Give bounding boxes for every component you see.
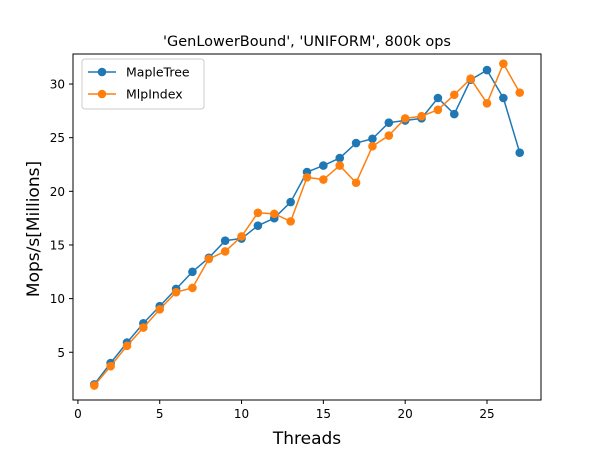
y-tick-label: 30 <box>50 78 65 92</box>
data-point-mlpindex <box>286 217 295 226</box>
data-point-mapletree <box>253 221 263 230</box>
data-point-mlpindex <box>384 131 394 140</box>
data-point-mlpindex <box>237 232 246 241</box>
data-point-mapletree <box>335 153 345 163</box>
x-tick-label: 15 <box>316 407 331 421</box>
y-tick-label: 10 <box>50 292 65 306</box>
data-point-mapletree <box>368 134 377 144</box>
data-point-mapletree <box>188 267 197 277</box>
x-axis-label: Threads <box>272 429 341 449</box>
data-point-mapletree <box>286 197 295 207</box>
y-tick-label: 20 <box>50 185 65 199</box>
legend: MapleTree MlpIndex <box>81 58 205 110</box>
plot-frame <box>72 53 542 401</box>
data-point-mapletree <box>319 161 328 170</box>
x-tick-label: 5 <box>156 407 164 421</box>
data-point-mlpindex <box>188 283 197 293</box>
data-point-mlpindex <box>400 114 410 123</box>
data-point-mlpindex <box>417 111 426 121</box>
data-point-mlpindex <box>351 178 361 188</box>
chart-title: 'GenLowerBound', 'UNIFORM', 800k ops <box>163 34 451 50</box>
data-point-mlpindex <box>204 254 214 264</box>
data-point-mlpindex <box>155 305 165 314</box>
data-point-mapletree <box>449 109 459 119</box>
x-tick-label: 10 <box>234 407 249 421</box>
data-point-mapletree <box>515 148 525 157</box>
data-point-mlpindex <box>335 161 345 170</box>
data-point-mlpindex <box>499 59 508 68</box>
data-point-mapletree <box>433 93 443 103</box>
data-point-mlpindex <box>319 175 328 184</box>
legend-label-mapletree: MapleTree <box>126 65 190 80</box>
data-point-mlpindex <box>269 209 279 219</box>
data-point-mapletree <box>482 65 492 75</box>
data-point-mlpindex <box>122 341 132 351</box>
data-point-mlpindex <box>253 208 263 218</box>
data-point-mlpindex <box>220 247 230 256</box>
data-point-mlpindex <box>106 361 115 371</box>
data-point-mlpindex <box>482 99 492 108</box>
x-tick-label: 20 <box>398 407 413 421</box>
data-point-mlpindex <box>466 74 475 83</box>
data-point-mlpindex <box>139 323 148 332</box>
x-tick-label: 25 <box>479 407 494 421</box>
data-point-mlpindex <box>449 90 459 100</box>
data-point-mlpindex <box>89 381 99 390</box>
data-point-mapletree <box>351 138 361 148</box>
data-point-mlpindex <box>302 173 312 182</box>
y-tick-label: 5 <box>57 346 65 360</box>
legend-marker-mlpindex <box>97 89 107 99</box>
data-point-mapletree <box>384 118 394 127</box>
y-tick-label: 15 <box>50 238 65 252</box>
data-point-mlpindex <box>171 287 181 297</box>
x-tick-label: 0 <box>74 407 82 421</box>
data-point-mapletree <box>499 93 508 103</box>
data-point-mlpindex <box>515 88 525 97</box>
data-point-mlpindex <box>433 105 443 115</box>
y-tick-label: 25 <box>50 131 65 145</box>
data-point-mapletree <box>220 236 230 245</box>
axes-layer: 0 5 10 15 20 25 5 10 15 20 25 30 <box>50 53 542 421</box>
plot-layer <box>89 59 525 390</box>
legend-label-mlpindex: MlpIndex <box>126 87 183 102</box>
data-point-mlpindex <box>368 141 377 151</box>
legend-marker-mapletree <box>97 67 107 77</box>
y-axis-label: Mops/s[Millions] <box>24 161 44 297</box>
